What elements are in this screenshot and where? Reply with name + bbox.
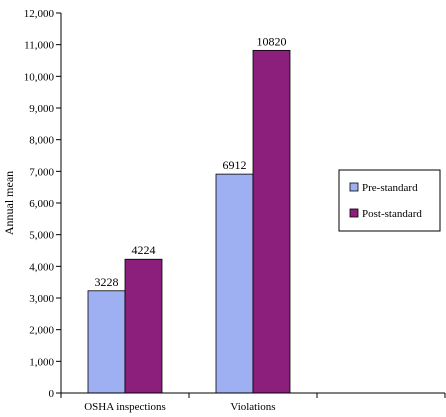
y-tick-label: 8,000 [29,135,54,147]
legend-box [338,169,441,232]
y-tick-label: 0 [49,388,55,400]
y-tick-label: 2,000 [29,325,54,337]
data-label: 10820 [257,34,287,48]
y-tick-label: 11,000 [24,40,54,52]
y-axis-label: Annual mean [2,171,16,235]
y-tick-label: 3,000 [29,293,54,305]
bar [87,290,126,394]
y-tick-label: 9,000 [29,103,54,115]
data-label: 4224 [132,243,156,257]
legend: Pre-standard Post-standard [338,169,441,232]
y-tick-label: 6,000 [29,198,54,210]
y-tick-label: 4,000 [29,261,54,273]
legend-swatch [349,182,359,192]
y-tick-label: 1,000 [29,356,54,368]
x-axis: OSHA inspections Violations [60,392,446,413]
legend-label: Post-standard [362,208,422,220]
bar [124,258,163,394]
x-tick-label: Violations [230,401,275,413]
y-axis: 0 1,000 2,000 3,000 4,000 5,000 6,000 7,000 8,00… [24,8,62,400]
x-tick-label: OSHA inspections [84,401,166,413]
data-label: 6912 [223,158,247,172]
data-label: 3228 [95,275,119,289]
y-tick-label: 10,000 [24,71,55,83]
y-tick-label: 5,000 [29,230,54,242]
legend-swatch [349,208,359,218]
bar [215,173,254,394]
legend-label: Pre-standard [362,182,418,194]
bars [87,49,291,394]
data-labels: 3228 4224 6912 10820 [95,34,287,288]
bar [252,49,291,394]
y-tick-label: 12,000 [24,8,55,20]
y-tick-label: 7,000 [29,166,54,178]
